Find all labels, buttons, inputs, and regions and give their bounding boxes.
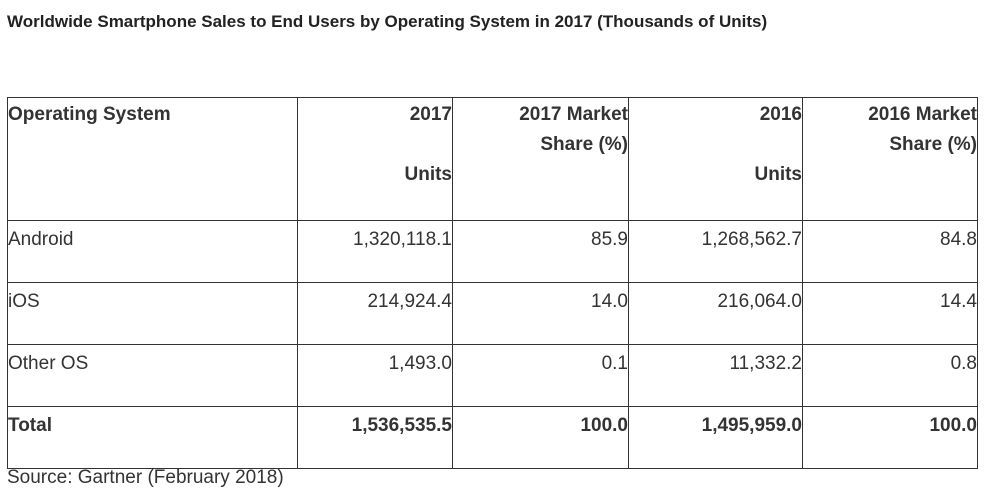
cell-os: Other OS <box>7 344 298 407</box>
header-label: 2016 <box>759 104 802 125</box>
header-label: 2016 Market <box>868 104 977 125</box>
cell-2016-units: 216,064.0 <box>628 282 803 345</box>
table-header-row: Operating System 2017 Units 2017 Market S… <box>7 97 978 221</box>
cell-2017-units: 1,320,118.1 <box>297 220 453 283</box>
table-row-total: Total 1,536,535.5 100.0 1,495,959.0 100.… <box>7 406 978 469</box>
cell-2016-units: 1,495,959.0 <box>628 406 803 469</box>
cell-2017-units: 214,924.4 <box>297 282 453 345</box>
header-label: Share (%) <box>889 134 977 155</box>
cell-2017-units: 1,493.0 <box>297 344 453 407</box>
table-row-android: Android 1,320,118.1 85.9 1,268,562.7 84.… <box>7 220 978 283</box>
header-label: Operating System <box>8 104 171 125</box>
header-2016-units: 2016 Units <box>628 97 803 221</box>
page-title: Worldwide Smartphone Sales to End Users … <box>7 12 768 31</box>
table-row-ios: iOS 214,924.4 14.0 216,064.0 14.4 <box>7 282 978 345</box>
header-2017-units: 2017 Units <box>297 97 453 221</box>
cell-2016-share: 0.8 <box>802 344 978 407</box>
header-operating-system: Operating System <box>7 97 298 221</box>
header-label: Units <box>754 164 803 185</box>
cell-2016-share: 100.0 <box>802 406 978 469</box>
header-label: 2017 <box>409 104 452 125</box>
cell-2017-share: 85.9 <box>452 220 629 283</box>
cell-os: iOS <box>7 282 298 345</box>
cell-2017-share: 14.0 <box>452 282 629 345</box>
cell-2016-share: 14.4 <box>802 282 978 345</box>
cell-os: Total <box>7 406 298 469</box>
header-2016-share: 2016 Market Share (%) <box>802 97 978 221</box>
source-note: Source: Gartner (February 2018) <box>7 467 284 488</box>
cell-2017-share: 100.0 <box>452 406 629 469</box>
cell-2016-share: 84.8 <box>802 220 978 283</box>
sales-table: Operating System 2017 Units 2017 Market S… <box>7 97 978 469</box>
header-label: Share (%) <box>540 134 628 155</box>
table-row-other-os: Other OS 1,493.0 0.1 11,332.2 0.8 <box>7 344 978 407</box>
header-label: Units <box>404 164 453 185</box>
cell-os: Android <box>7 220 298 283</box>
cell-2016-units: 11,332.2 <box>628 344 803 407</box>
cell-2017-units: 1,536,535.5 <box>297 406 453 469</box>
cell-2017-share: 0.1 <box>452 344 629 407</box>
header-2017-share: 2017 Market Share (%) <box>452 97 629 221</box>
header-label: 2017 Market <box>519 104 628 125</box>
cell-2016-units: 1,268,562.7 <box>628 220 803 283</box>
